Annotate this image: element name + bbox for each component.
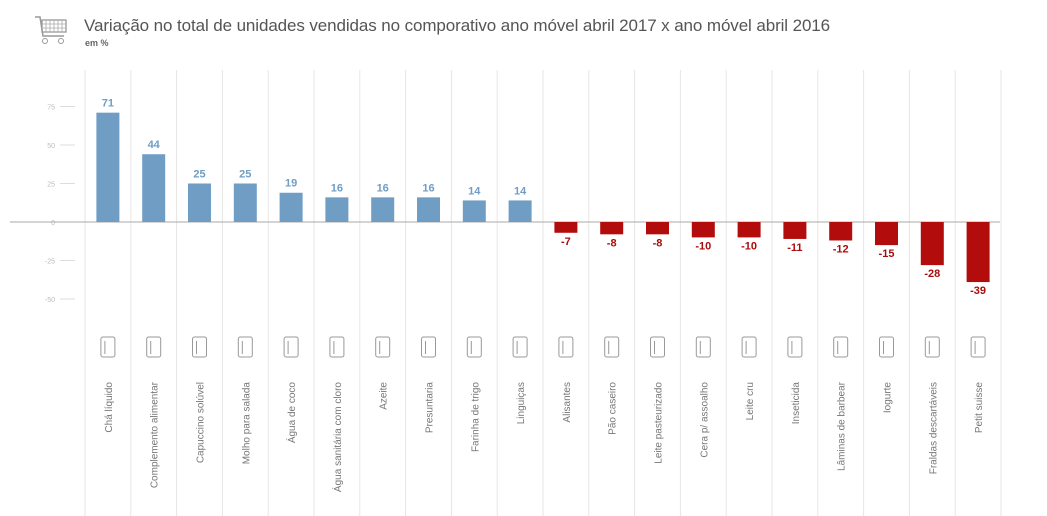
yogurt-icon bbox=[879, 336, 894, 358]
bar-15 bbox=[783, 222, 807, 239]
data-label: 25 bbox=[193, 169, 205, 181]
category-label: Linguiças bbox=[516, 382, 527, 424]
bar-9 bbox=[508, 200, 532, 222]
jar-icon bbox=[558, 336, 574, 358]
data-label: -39 bbox=[970, 285, 986, 297]
y-tick-label: 25 bbox=[47, 182, 55, 189]
category-label: Presuntaria bbox=[425, 382, 436, 434]
bar-5 bbox=[325, 197, 349, 222]
bar-11 bbox=[600, 222, 624, 235]
bread-icon bbox=[604, 336, 620, 358]
data-label: -7 bbox=[561, 236, 571, 248]
floor-wax-icon bbox=[695, 336, 711, 358]
data-label: -8 bbox=[607, 237, 617, 249]
bar-19 bbox=[966, 222, 990, 283]
bar-14 bbox=[737, 222, 761, 238]
bar-8 bbox=[462, 200, 486, 222]
category-label: Água de coco bbox=[285, 382, 298, 444]
data-label: 14 bbox=[514, 185, 527, 197]
y-tick-label: 75 bbox=[47, 105, 55, 112]
category-label: Lâminas de barbear bbox=[837, 381, 848, 471]
bottles-icon bbox=[237, 336, 253, 358]
data-label: 16 bbox=[331, 182, 343, 194]
category-label: Azeite bbox=[379, 382, 390, 410]
category-label: Capuccino solúvel bbox=[196, 382, 207, 463]
y-tick-label: 50 bbox=[47, 143, 55, 150]
category-label: Farinha de trigo bbox=[470, 382, 481, 452]
ham-icon bbox=[421, 336, 436, 358]
category-label: Petit suisse bbox=[974, 382, 985, 434]
bar-2 bbox=[188, 183, 211, 222]
y-tick-label: -25 bbox=[45, 259, 55, 266]
bar-7 bbox=[417, 197, 440, 222]
data-label: 25 bbox=[239, 169, 251, 181]
bar-12 bbox=[646, 222, 669, 235]
category-label: Pão caseiro bbox=[608, 382, 619, 435]
insecticide-icon bbox=[787, 336, 803, 358]
bar-10 bbox=[554, 222, 578, 233]
data-label: 16 bbox=[377, 182, 389, 194]
bar-1 bbox=[142, 154, 166, 222]
flour-sack-icon bbox=[466, 336, 482, 358]
bleach-icon bbox=[329, 336, 345, 358]
cup-icon bbox=[192, 336, 207, 358]
data-label: -10 bbox=[741, 240, 757, 252]
category-label: Chá líquido bbox=[104, 382, 115, 433]
can-icon bbox=[146, 336, 162, 358]
data-label: -11 bbox=[787, 242, 802, 254]
data-label: -8 bbox=[653, 237, 663, 249]
data-label: 71 bbox=[102, 98, 114, 110]
category-label: Iogurte bbox=[883, 382, 894, 414]
category-label: Água sanitária com cloro bbox=[331, 382, 344, 492]
chart-subtitle: em % bbox=[85, 38, 109, 48]
data-label: 19 bbox=[285, 178, 297, 190]
chart-title: Variação no total de unidades vendidas n… bbox=[84, 16, 831, 35]
data-label: 44 bbox=[148, 139, 161, 151]
milk-can-icon bbox=[741, 336, 757, 358]
data-label: 14 bbox=[468, 185, 481, 197]
pot-icon bbox=[970, 336, 986, 358]
category-label: Inseticida bbox=[791, 382, 802, 425]
oil-bottle-icon bbox=[375, 336, 391, 358]
sausage-icon bbox=[512, 336, 528, 358]
data-label: -12 bbox=[833, 243, 849, 255]
category-label: Molho para salada bbox=[241, 382, 252, 465]
category-label: Complemento alimentar bbox=[150, 381, 161, 488]
data-label: -15 bbox=[879, 248, 895, 260]
bar-6 bbox=[371, 197, 395, 222]
category-label: Cera p/ assoalho bbox=[699, 382, 710, 458]
data-label: 16 bbox=[422, 182, 434, 194]
category-label: Fraldas descartáveis bbox=[928, 382, 939, 474]
bar-18 bbox=[920, 222, 944, 266]
y-tick-label: 0 bbox=[51, 220, 55, 227]
coconut-icon bbox=[283, 336, 299, 358]
shopping-cart-icon bbox=[34, 14, 70, 53]
category-label: Leite pasteurizado bbox=[654, 382, 665, 464]
data-label: -28 bbox=[924, 268, 940, 280]
bar-4 bbox=[279, 192, 303, 222]
bar-0 bbox=[96, 112, 120, 222]
bar-17 bbox=[875, 222, 898, 246]
diaper-icon bbox=[924, 336, 940, 358]
milk-carton-icon bbox=[650, 336, 665, 358]
data-label: -10 bbox=[695, 240, 711, 252]
category-label: Leite cru bbox=[745, 382, 756, 420]
razor-icon bbox=[833, 336, 849, 358]
bar-3 bbox=[233, 183, 257, 222]
carton-icon bbox=[100, 336, 116, 358]
category-label: Alisantes bbox=[562, 382, 573, 423]
y-tick-label: -50 bbox=[45, 297, 55, 304]
bar-16 bbox=[829, 222, 853, 241]
bar-13 bbox=[691, 222, 715, 238]
